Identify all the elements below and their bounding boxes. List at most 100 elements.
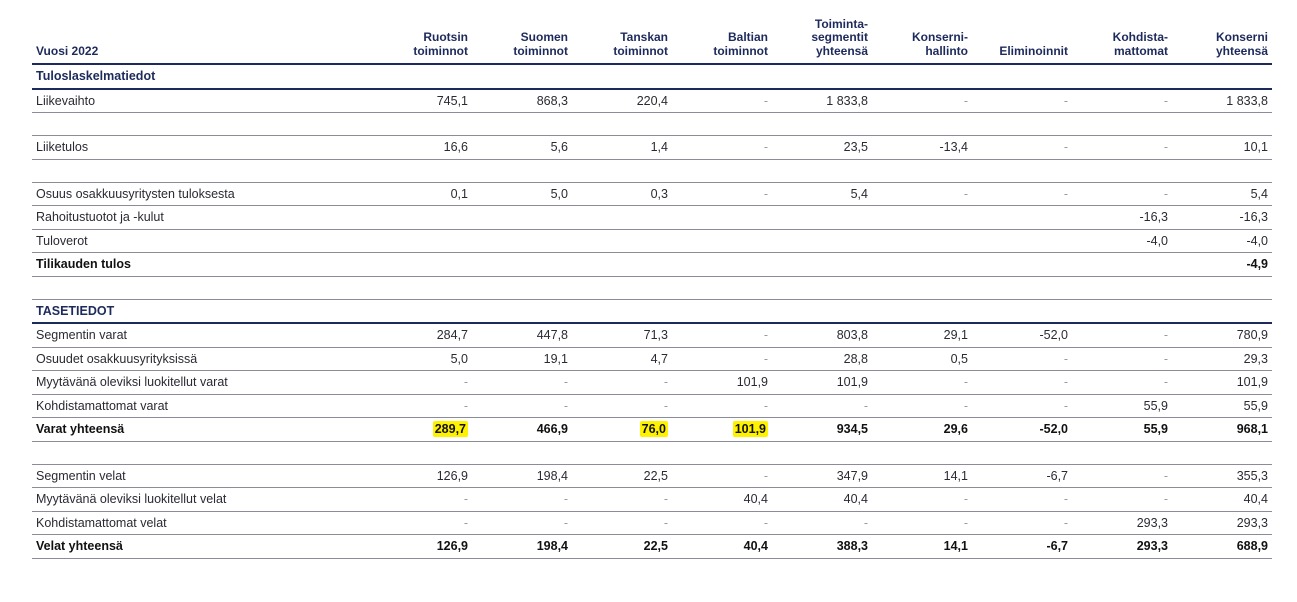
value-cell: 355,3 (1172, 464, 1272, 488)
header-row: Vuosi 2022 Ruotsin toiminnot Suomen toiminn… (32, 0, 1272, 65)
column-header-line: Eliminoinnit (999, 43, 1068, 58)
cell-value: - (1163, 93, 1168, 108)
value-cell: -52,0 (972, 417, 1072, 442)
value-cell: 293,3 (1072, 534, 1172, 559)
value-cell: -52,0 (972, 323, 1072, 348)
cell-value: 293,3 (1236, 515, 1268, 530)
value-cell: -16,3 (1072, 205, 1172, 230)
value-cell: 5,0 (472, 182, 572, 206)
section-header-row: Tuloslaskelmatiedot (32, 64, 1272, 90)
value-cell: 101,9 (672, 370, 772, 395)
value-cell: - (572, 370, 672, 395)
value-cell (472, 252, 572, 277)
table-row: Kohdistamattomat varat - - - - - - - 55,9 55,9 (32, 394, 1272, 418)
value-cell: - (1072, 88, 1172, 113)
spacer-cell (32, 159, 372, 183)
value-cell: 29,3 (1172, 347, 1272, 371)
cell-value: - (863, 515, 868, 530)
cell-value: - (1163, 351, 1168, 366)
table-row: Myytävänä oleviksi luokitellut varat - - - 1… (32, 370, 1272, 395)
cell-value: 1,4 (650, 140, 668, 155)
highlighted-value: 289,7 (432, 421, 468, 438)
value-cell: - (1072, 464, 1172, 488)
row-label: Liiketulos (32, 135, 372, 160)
value-cell (1172, 64, 1272, 90)
cell-value: 0,1 (450, 186, 468, 201)
spacer-cell (872, 441, 972, 465)
value-cell: 71,3 (572, 323, 672, 348)
value-cell: 16,6 (372, 135, 472, 160)
value-cell (672, 64, 772, 90)
value-cell (1072, 252, 1172, 277)
value-cell: 29,1 (872, 323, 972, 348)
value-cell: - (772, 394, 872, 418)
cell-value: 868,3 (536, 93, 568, 108)
cell-value: 293,3 (1136, 515, 1168, 530)
cell-value: - (963, 398, 968, 413)
value-cell (572, 229, 672, 253)
cell-value: -13,4 (939, 140, 969, 155)
column-header-6: Eliminoinnit (972, 0, 1072, 65)
spacer-cell (572, 112, 672, 136)
spacer-cell (972, 276, 1072, 300)
value-cell: - (972, 487, 1072, 512)
column-header-7: Kohdista-mattomat (1072, 0, 1172, 65)
cell-value: - (963, 492, 968, 507)
value-cell: 388,3 (772, 534, 872, 559)
column-header-line: yhteensä (1215, 43, 1268, 58)
value-cell: 1 833,8 (772, 88, 872, 113)
value-cell (572, 64, 672, 90)
cell-value: 968,1 (1236, 422, 1268, 437)
cell-value: 101,9 (736, 375, 768, 390)
value-cell: 101,9 (772, 370, 872, 395)
value-cell: - (872, 88, 972, 113)
value-cell: 40,4 (672, 534, 772, 559)
value-cell: 0,5 (872, 347, 972, 371)
cell-value: 0,3 (650, 186, 668, 201)
cell-value: 198,4 (536, 539, 568, 554)
cell-value: - (1063, 186, 1068, 201)
table-row: Osuudet osakkuusyrityksissä 5,0 19,1 4,7 - 28… (32, 347, 1272, 371)
highlighted-value: 101,9 (732, 421, 768, 438)
value-cell (972, 299, 1072, 324)
value-cell (972, 252, 1072, 277)
row-label: Tuloverot (32, 229, 372, 253)
cell-value: - (463, 492, 468, 507)
cell-value: 688,9 (1236, 539, 1268, 554)
value-cell (772, 252, 872, 277)
cell-value: 29,6 (943, 422, 968, 437)
value-cell: 55,9 (1072, 417, 1172, 442)
cell-value: 5,0 (450, 351, 468, 366)
cell-value: 28,8 (843, 351, 868, 366)
spacer-cell (772, 276, 872, 300)
spacer-cell (672, 159, 772, 183)
table-row: Liikevaihto 745,1 868,3 220,4 - 1 833,8 - - - 1 8… (32, 88, 1272, 113)
year-header: Vuosi 2022 (32, 0, 372, 65)
spacer-cell (772, 112, 872, 136)
value-cell: 968,1 (1172, 417, 1272, 442)
cell-value: - (663, 398, 668, 413)
table-row: Kohdistamattomat velat - - - - - - - 293,3 293,3 (32, 511, 1272, 535)
value-cell: -6,7 (972, 534, 1072, 559)
cell-value: - (863, 398, 868, 413)
column-header-line: hallinto (925, 43, 968, 58)
value-cell (772, 205, 872, 230)
value-cell (872, 64, 972, 90)
row-label: Kohdistamattomat varat (32, 394, 372, 418)
value-cell: -13,4 (872, 135, 972, 160)
cell-value: - (663, 515, 668, 530)
value-cell: 780,9 (1172, 323, 1272, 348)
value-cell: 126,9 (372, 464, 472, 488)
value-cell: - (572, 394, 672, 418)
cell-value: 4,7 (650, 351, 668, 366)
cell-value: -6,7 (1046, 468, 1068, 483)
value-cell: 76,0 (572, 417, 672, 442)
spacer-cell (1172, 112, 1272, 136)
value-cell: 198,4 (472, 464, 572, 488)
spacer-cell (32, 112, 372, 136)
row-label: Myytävänä oleviksi luokitellut varat (32, 370, 372, 395)
value-cell: - (572, 511, 672, 535)
spacer-cell (372, 112, 472, 136)
value-cell: - (772, 511, 872, 535)
column-header-line: Ruotsin (423, 30, 468, 44)
